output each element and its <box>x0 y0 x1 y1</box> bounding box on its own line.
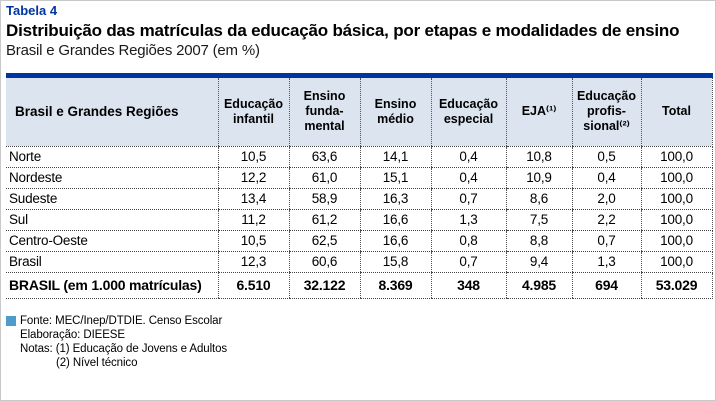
value-cell: 100,0 <box>640 230 713 252</box>
value-cell: 1,3 <box>571 251 641 273</box>
data-table: Brasil e Grandes Regiões Educação infanti… <box>6 72 713 299</box>
value-cell: 0,7 <box>430 188 506 210</box>
value-cell: 16,6 <box>359 209 431 231</box>
table-row: Sul 11,2 61,2 16,6 1,3 7,5 2,2 100,0 <box>6 209 713 231</box>
value-cell: 60,6 <box>288 251 360 273</box>
column-header: Ensino funda- mental <box>288 75 360 147</box>
value-cell: 100,0 <box>640 146 713 168</box>
value-cell: 0,7 <box>571 230 641 252</box>
value-cell: 0,4 <box>430 146 506 168</box>
column-header: Educação infantil <box>217 75 289 147</box>
value-cell: 1,3 <box>430 209 506 231</box>
total-row-label: BRASIL (em 1.000 matrículas) <box>6 272 218 299</box>
column-header: EJA⁽¹⁾ <box>505 75 572 147</box>
column-header: Ensino médio <box>359 75 431 147</box>
value-cell: 2,2 <box>571 209 641 231</box>
table-row: Sudeste 13,4 58,9 16,3 0,7 8,6 2,0 100,0 <box>6 188 713 210</box>
value-cell: 0,7 <box>430 251 506 273</box>
note-2: (2) Nível técnico <box>56 356 138 369</box>
header-row: Brasil e Grandes Regiões Educação infanti… <box>6 75 713 147</box>
table-row: Brasil 12,3 60,6 15,8 0,7 9,4 1,3 100,0 <box>6 251 713 273</box>
value-cell: 12,2 <box>217 167 289 189</box>
value-cell: 15,8 <box>359 251 431 273</box>
value-cell: 694 <box>571 272 641 299</box>
column-header: Total <box>640 75 713 147</box>
value-cell: 58,9 <box>288 188 360 210</box>
column-header-regions: Brasil e Grandes Regiões <box>6 75 218 147</box>
value-cell: 6.510 <box>217 272 289 299</box>
value-cell: 15,1 <box>359 167 431 189</box>
note-1: Notas: (1) Educação de Jovens e Adultos <box>20 342 228 355</box>
region-label: Nordeste <box>6 167 218 189</box>
value-cell: 0,8 <box>430 230 506 252</box>
value-cell: 62,5 <box>288 230 360 252</box>
value-cell: 100,0 <box>640 209 713 231</box>
value-cell: 100,0 <box>640 167 713 189</box>
value-cell: 0,4 <box>430 167 506 189</box>
region-label: Centro-Oeste <box>6 230 218 252</box>
region-label: Sudeste <box>6 188 218 210</box>
region-label: Brasil <box>6 251 218 273</box>
table-tag: Tabela 4 <box>6 3 58 18</box>
region-label: Sul <box>6 209 218 231</box>
source-line: Fonte: MEC/Inep/DTDIE. Censo Escolar <box>6 314 710 328</box>
value-cell: 16,6 <box>359 230 431 252</box>
value-cell: 0,5 <box>571 146 641 168</box>
value-cell: 8,6 <box>505 188 572 210</box>
value-cell: 11,2 <box>217 209 289 231</box>
value-cell: 16,3 <box>359 188 431 210</box>
value-cell: 100,0 <box>640 188 713 210</box>
value-cell: 10,8 <box>505 146 572 168</box>
value-cell: 10,9 <box>505 167 572 189</box>
value-cell: 9,4 <box>505 251 572 273</box>
value-cell: 32.122 <box>288 272 360 299</box>
table-row: Norte 10,5 63,6 14,1 0,4 10,8 0,5 100,0 <box>6 146 713 168</box>
value-cell: 2,0 <box>571 188 641 210</box>
value-cell: 12,3 <box>217 251 289 273</box>
total-row: BRASIL (em 1.000 matrículas) 6.510 32.122 8… <box>6 272 713 299</box>
value-cell: 63,6 <box>288 146 360 168</box>
value-cell: 8.369 <box>359 272 431 299</box>
page-subtitle: Brasil e Grandes Regiões 2007 (em %) <box>6 42 260 60</box>
value-cell: 61,0 <box>288 167 360 189</box>
value-cell: 14,1 <box>359 146 431 168</box>
table-row: Centro-Oeste 10,5 62,5 16,6 0,8 8,8 0,7 100,0 <box>6 230 713 252</box>
value-cell: 10,5 <box>217 146 289 168</box>
footer-notes: Fonte: MEC/Inep/DTDIE. Censo Escolar Ela… <box>6 314 710 370</box>
table-body: Norte 10,5 63,6 14,1 0,4 10,8 0,5 100,0 Nordeste… <box>6 146 713 299</box>
page-title: Distribuição das matrículas da educação … <box>6 20 680 40</box>
source-text: Fonte: MEC/Inep/DTDIE. Censo Escolar <box>20 314 223 327</box>
value-cell: 7,5 <box>505 209 572 231</box>
value-cell: 4.985 <box>505 272 572 299</box>
value-cell: 8,8 <box>505 230 572 252</box>
value-cell: 348 <box>430 272 506 299</box>
column-header: Educação especial <box>430 75 506 147</box>
value-cell: 0,4 <box>571 167 641 189</box>
value-cell: 61,2 <box>288 209 360 231</box>
value-cell: 53.029 <box>640 272 713 299</box>
value-cell: 10,5 <box>217 230 289 252</box>
elaboration-text: Elaboração: DIEESE <box>20 328 125 341</box>
table-row: Nordeste 12,2 61,0 15,1 0,4 10,9 0,4 100,0 <box>6 167 713 189</box>
value-cell: 100,0 <box>640 251 713 273</box>
region-label: Norte <box>6 146 218 168</box>
column-header: Educação profis- sional⁽²⁾ <box>571 75 641 147</box>
source-square-icon <box>6 315 16 326</box>
value-cell: 13,4 <box>217 188 289 210</box>
